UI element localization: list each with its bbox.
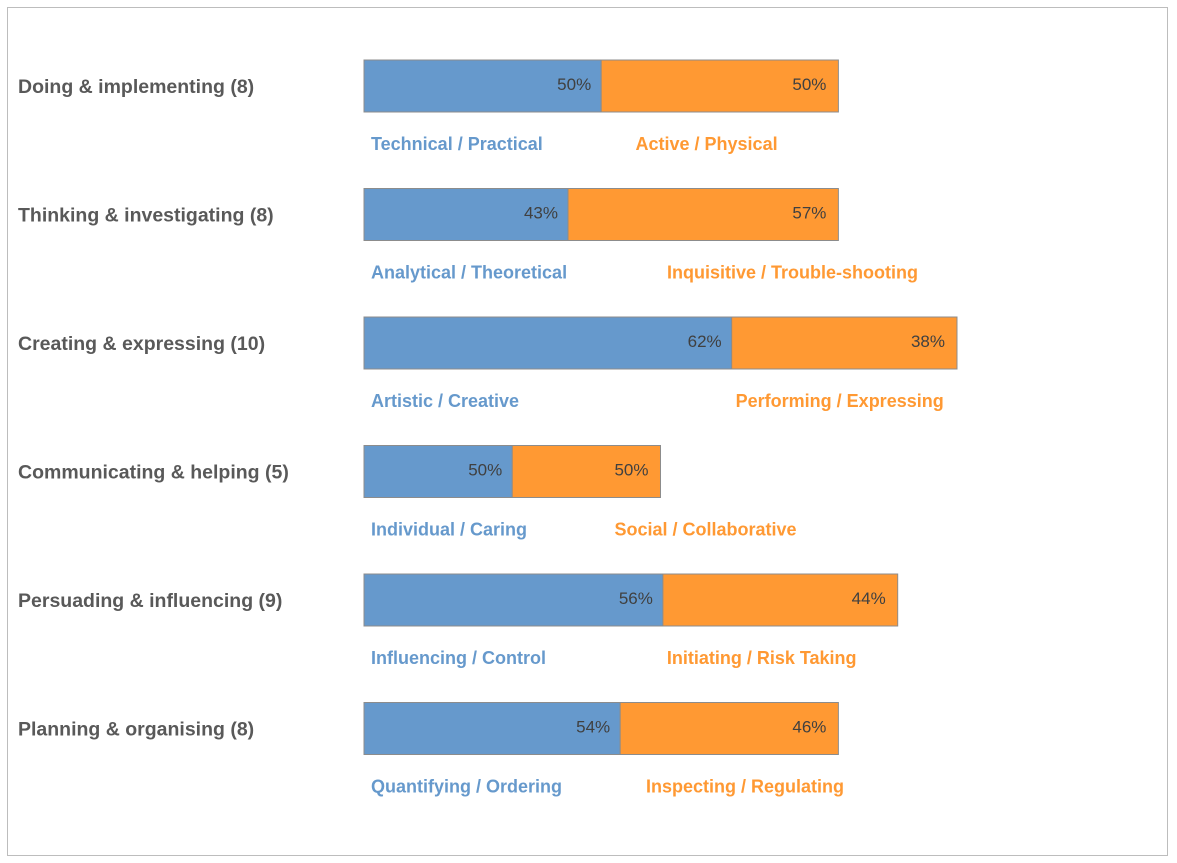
value-label-right: 50%	[614, 461, 648, 480]
value-label-left: 54%	[576, 718, 610, 737]
segment-label-right: Initiating / Risk Taking	[667, 648, 857, 668]
value-label-left: 50%	[557, 75, 591, 94]
value-label-right: 38%	[911, 332, 945, 351]
segment-label-right: Performing / Expressing	[736, 391, 944, 411]
bar-segment-left	[363, 573, 664, 627]
segment-label-left: Analytical / Theoretical	[371, 263, 567, 283]
bar-segment-right	[731, 316, 958, 370]
bar-segment-right	[600, 59, 839, 113]
bar-segment-left	[363, 316, 733, 370]
bar-segment-left	[363, 445, 513, 498]
bar-segment-left	[363, 188, 569, 241]
segment-label-right: Social / Collaborative	[615, 520, 797, 540]
value-label-left: 56%	[619, 589, 653, 608]
bar-segment-right	[511, 445, 661, 498]
category-label: Doing & implementing (8)	[18, 76, 254, 98]
segment-label-left: Influencing / Control	[371, 648, 546, 668]
bar-segment-left	[363, 59, 602, 113]
segment-label-right: Inspecting / Regulating	[646, 777, 844, 797]
bar-segment-right	[662, 573, 899, 627]
value-label-right: 46%	[792, 718, 826, 737]
segment-label-left: Quantifying / Ordering	[371, 777, 562, 797]
segment-label-right: Inquisitive / Trouble-shooting	[667, 263, 918, 283]
category-label: Planning & organising (8)	[18, 719, 254, 741]
category-label: Thinking & investigating (8)	[18, 205, 274, 227]
value-label-right: 57%	[792, 204, 826, 223]
value-label-left: 43%	[524, 204, 558, 223]
segment-label-left: Technical / Practical	[371, 134, 543, 154]
category-label: Creating & expressing (10)	[18, 333, 265, 355]
bar-segment-right	[619, 702, 839, 755]
bar-segment-right	[567, 188, 839, 241]
segment-label-left: Artistic / Creative	[371, 391, 519, 411]
value-label-right: 50%	[792, 75, 826, 94]
segment-label-right: Active / Physical	[636, 134, 778, 154]
category-label: Communicating & helping (5)	[18, 462, 289, 484]
value-label-left: 50%	[468, 461, 502, 480]
category-label: Persuading & influencing (9)	[18, 590, 282, 612]
segment-label-left: Individual / Caring	[371, 520, 527, 540]
value-label-left: 62%	[688, 332, 722, 351]
value-label-right: 44%	[852, 589, 886, 608]
